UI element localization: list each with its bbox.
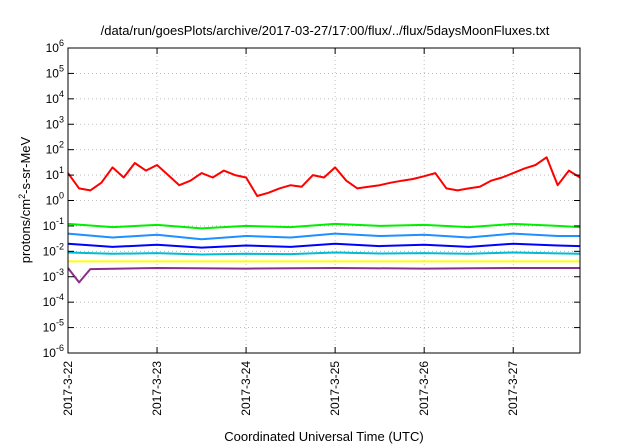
y-axis-label-sup: 2 [17,194,27,199]
y-tick-label: 102 [46,140,64,157]
y-tick-label: 101 [46,165,64,182]
chart-title: /data/run/goesPlots/archive/2017-03-27/1… [101,23,550,38]
series-line-5 [67,251,581,256]
grid [68,48,580,353]
series-line-1 [67,156,581,197]
y-axis-label-pre: protons/cm [18,199,33,263]
y-axis-label: protons/cm2-s-sr-MeV [17,136,33,263]
y-tick-label: 10-2 [43,241,64,258]
y-axis-ticks: 10-6 10-5 10-4 10-3 10-2 10-1 100 101 102 103 104 1… [43,38,580,360]
y-tick-label: 10-4 [43,292,64,309]
series-line-4 [67,242,581,249]
y-axis-label-post: -s-sr-MeV [18,136,33,193]
x-tick-label: 2017-3-27 [506,361,520,416]
series-line-3 [67,232,580,241]
y-tick-label: 105 [46,63,64,80]
x-tick-label: 2017-3-25 [328,361,342,416]
x-tick-label: 2017-3-22 [61,361,75,416]
x-axis-ticks: 2017-3-22 2017-3-23 2017-3-24 2017-3-25 2017… [61,48,520,416]
x-tick-label: 2017-3-26 [417,361,431,416]
series-group [67,156,581,284]
series-line-7 [67,267,580,284]
series-line-2 [67,222,581,230]
y-tick-label: 10-1 [43,216,64,233]
y-tick-label: 103 [46,114,64,131]
y-tick-label: 106 [46,38,64,55]
y-tick-label: 10-6 [43,343,64,360]
x-axis-label: Coordinated Universal Time (UTC) [224,429,423,444]
x-tick-label: 2017-3-23 [150,361,164,416]
y-tick-label: 10-5 [43,318,64,335]
y-tick-label: 10-3 [43,267,64,284]
x-tick-label: 2017-3-24 [239,361,253,416]
y-tick-label: 104 [46,89,64,106]
y-tick-label: 100 [46,191,64,208]
